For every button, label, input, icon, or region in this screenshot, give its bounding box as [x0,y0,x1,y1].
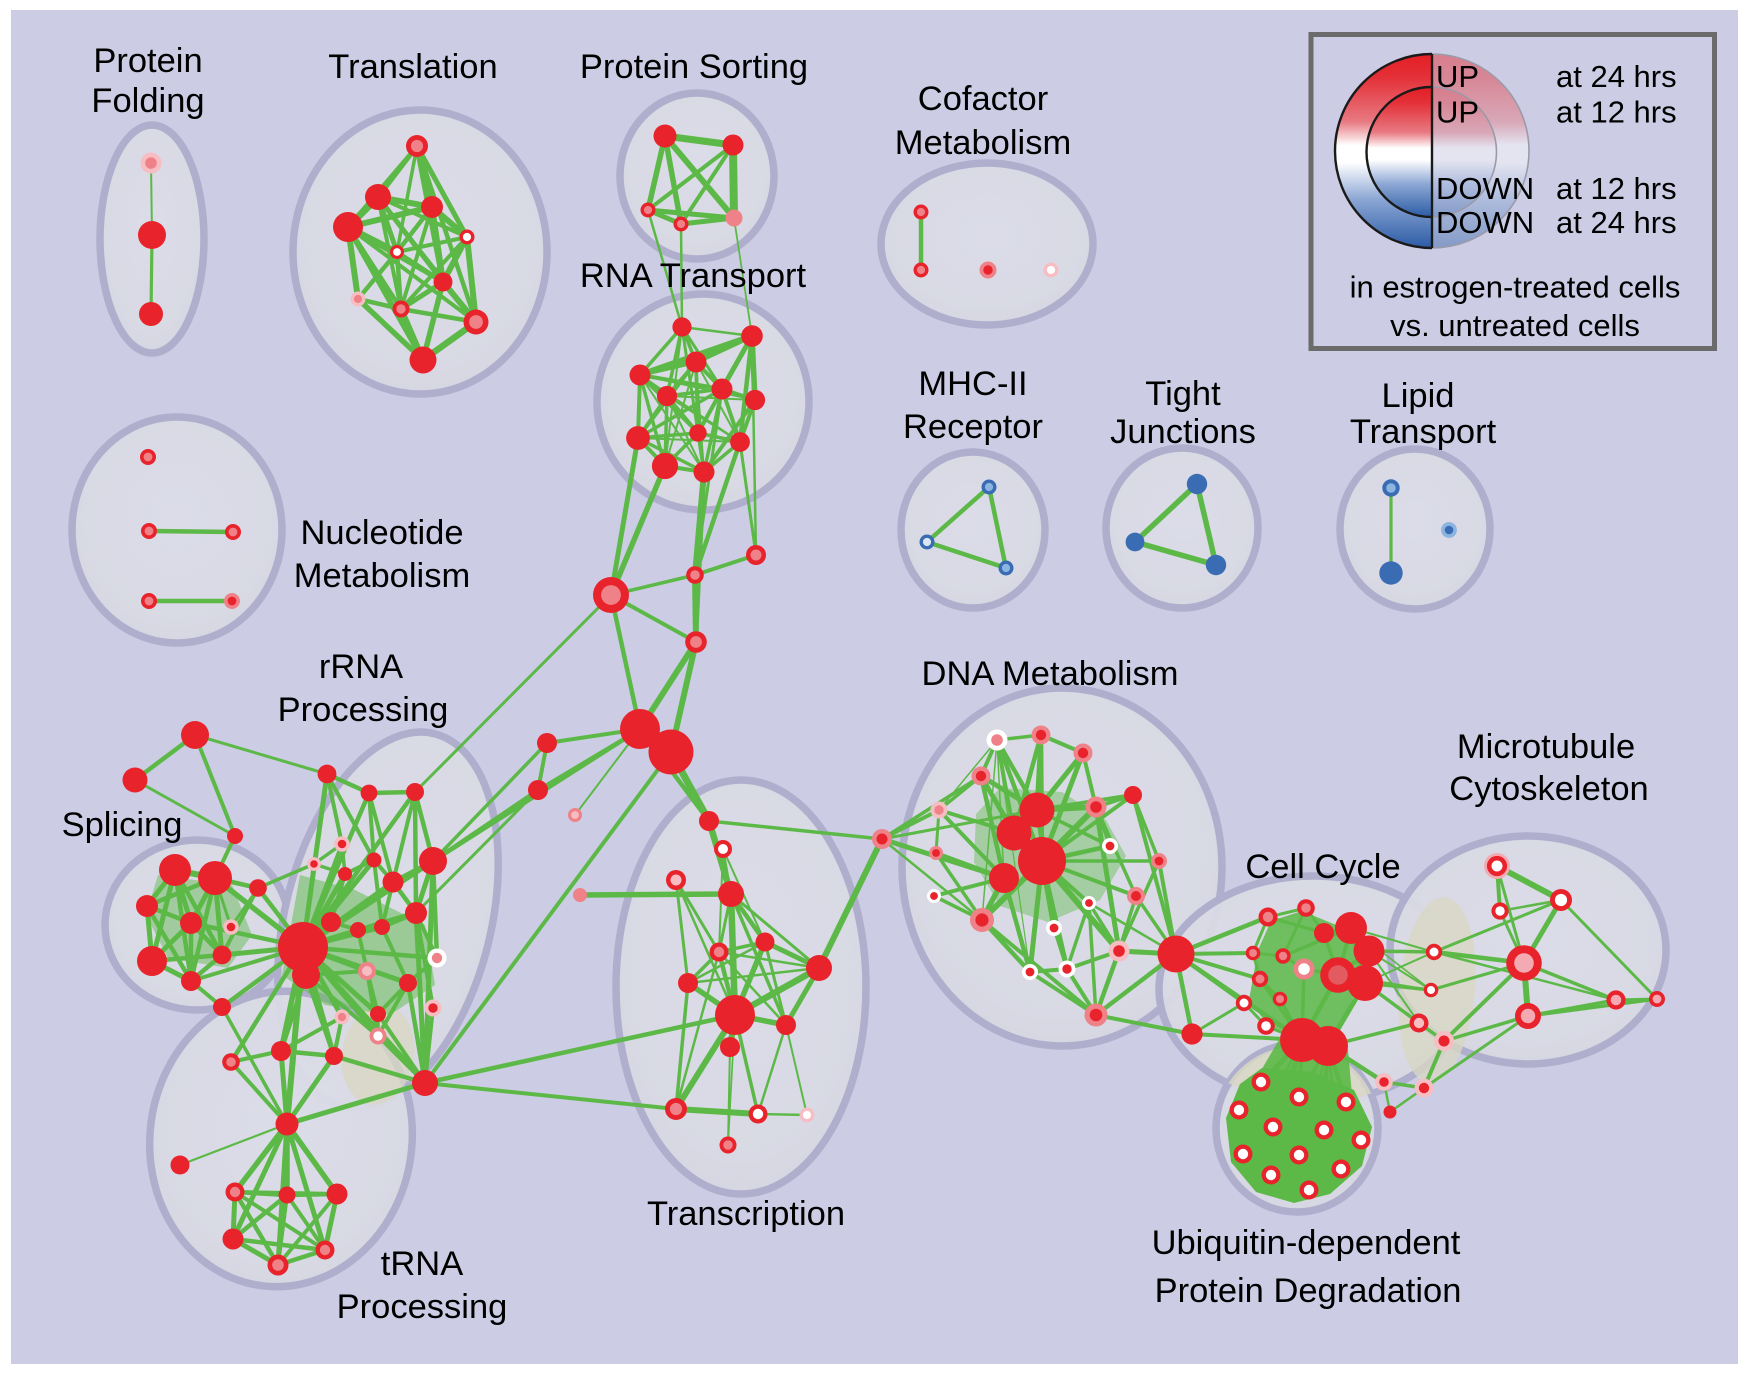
svg-text:DOWN: DOWN [1436,205,1534,240]
svg-text:MHC-II: MHC-II [918,365,1027,403]
svg-text:Lipid: Lipid [1382,377,1455,415]
svg-text:Ubiquitin-dependent: Ubiquitin-dependent [1152,1224,1461,1262]
svg-text:UP: UP [1436,59,1479,94]
svg-text:Cytoskeleton: Cytoskeleton [1449,770,1648,808]
svg-text:Metabolism: Metabolism [294,557,470,595]
svg-text:Transport: Transport [1350,413,1497,451]
svg-text:Metabolism: Metabolism [895,124,1071,162]
svg-text:vs. untreated cells: vs. untreated cells [1390,308,1640,343]
svg-text:RNA Transport: RNA Transport [580,257,807,295]
svg-text:UP: UP [1436,95,1479,130]
svg-text:Cofactor: Cofactor [918,80,1048,118]
svg-text:at 12 hrs: at 12 hrs [1556,95,1677,130]
svg-text:rRNA: rRNA [319,648,403,686]
svg-text:Splicing: Splicing [62,806,183,844]
svg-text:Receptor: Receptor [903,408,1043,446]
svg-text:Processing: Processing [278,691,449,729]
svg-text:Tight: Tight [1145,375,1221,413]
svg-text:Translation: Translation [328,48,497,86]
svg-text:Junctions: Junctions [1110,413,1256,451]
svg-text:tRNA: tRNA [381,1245,463,1283]
svg-text:Cell Cycle: Cell Cycle [1245,848,1400,886]
svg-text:Transcription: Transcription [647,1195,845,1233]
svg-text:at 24 hrs: at 24 hrs [1556,59,1677,94]
svg-text:Protein Degradation: Protein Degradation [1155,1272,1462,1310]
svg-text:at 24 hrs: at 24 hrs [1556,205,1677,240]
svg-text:Processing: Processing [337,1288,508,1326]
svg-text:in estrogen-treated cells: in estrogen-treated cells [1350,270,1681,305]
svg-text:Protein: Protein [93,42,202,80]
svg-text:Microtubule: Microtubule [1457,728,1635,766]
svg-text:Nucleotide: Nucleotide [300,514,463,552]
svg-text:Protein Sorting: Protein Sorting [580,48,808,86]
svg-text:Folding: Folding [91,82,204,120]
svg-text:DOWN: DOWN [1436,171,1534,206]
svg-text:at 12 hrs: at 12 hrs [1556,171,1677,206]
svg-text:DNA Metabolism: DNA Metabolism [922,655,1179,693]
